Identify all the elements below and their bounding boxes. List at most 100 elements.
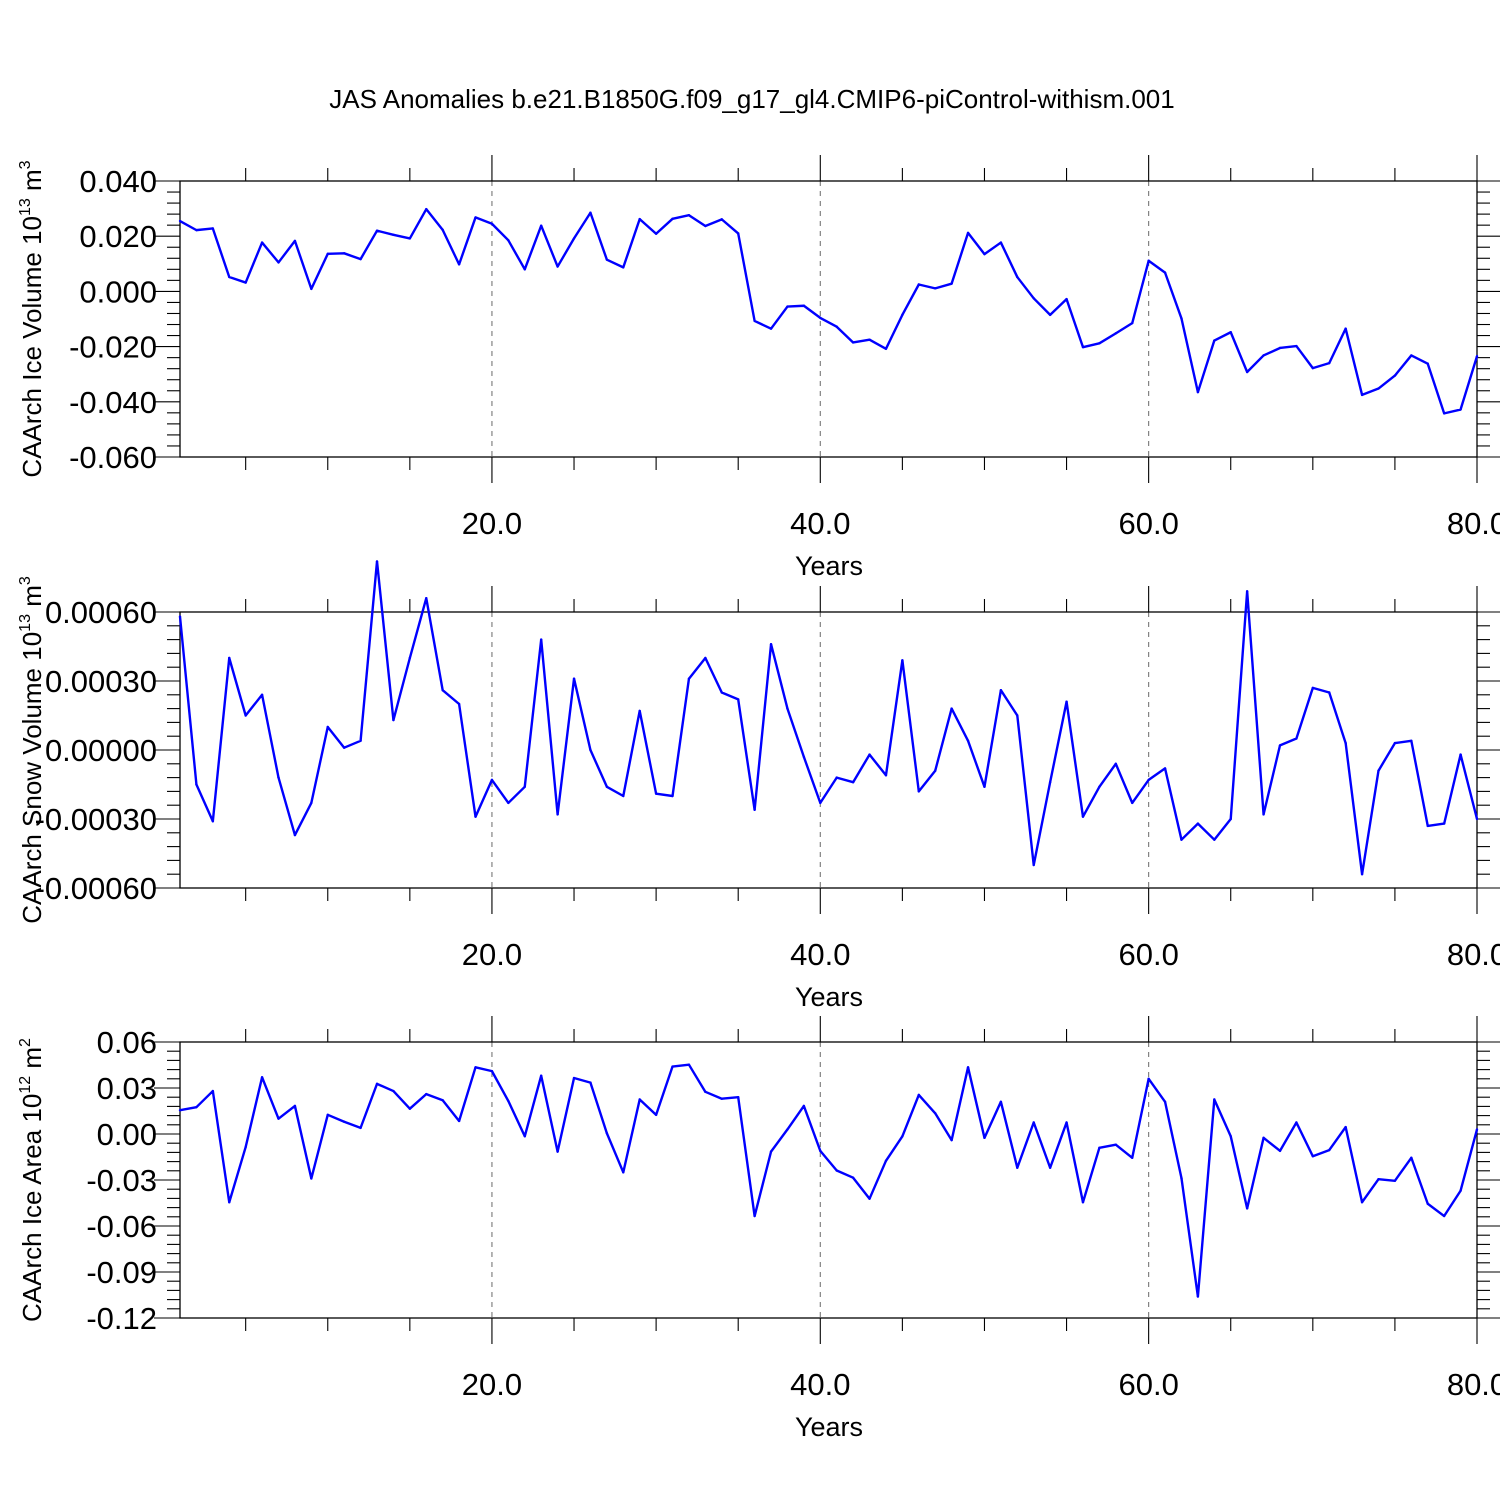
data-point (293, 1104, 297, 1108)
data-point (835, 776, 838, 779)
data-point (868, 1197, 871, 1200)
data-point (572, 677, 576, 680)
data-point (1377, 387, 1380, 390)
data-point (211, 820, 215, 823)
data-point (704, 1090, 707, 1094)
data-point (1393, 741, 1397, 745)
data-point (983, 252, 986, 256)
data-point (999, 689, 1003, 692)
data-point (1131, 321, 1134, 325)
data-point (1114, 332, 1118, 335)
x-tick-label: 40.0 (790, 1367, 850, 1402)
data-point (589, 1081, 592, 1084)
data-point (539, 1074, 543, 1077)
plot-frame (179, 1041, 1478, 1319)
y-tick-label: 0.06 (97, 1025, 157, 1060)
data-point (342, 1120, 346, 1123)
y-tick-label: 0.00 (97, 1117, 157, 1152)
data-point (1410, 739, 1413, 742)
data-point (917, 283, 920, 286)
data-point (244, 1145, 247, 1149)
data-point (1278, 744, 1282, 747)
x-axis-label: Years (795, 551, 863, 581)
y-axis-label-unit-exponent: 3 (17, 576, 34, 585)
data-point (901, 313, 904, 317)
data-point (277, 261, 280, 264)
data-point (1311, 686, 1315, 690)
data-point (359, 257, 362, 261)
data-point (605, 785, 609, 788)
data-point (1377, 769, 1380, 772)
data-point (737, 232, 740, 235)
data-point (326, 252, 329, 256)
data-point (441, 228, 444, 232)
data-point (1377, 1178, 1380, 1181)
data-point (851, 341, 855, 344)
data-point (178, 219, 182, 223)
data-point (1311, 366, 1315, 370)
data-point (1360, 1201, 1364, 1204)
data-point (375, 1082, 379, 1086)
data-point (457, 702, 461, 706)
data-point (1114, 762, 1118, 765)
data-point (293, 239, 297, 243)
data-point (1459, 408, 1462, 411)
data-point (884, 774, 888, 777)
data-point (1245, 1207, 1249, 1210)
data-point (1065, 297, 1068, 301)
data-point (342, 746, 346, 749)
data-point (654, 1113, 658, 1117)
data-point (1295, 1121, 1298, 1124)
data-point (999, 241, 1003, 244)
data-point (359, 739, 362, 742)
data-point (1475, 355, 1479, 358)
data-point (1081, 815, 1085, 818)
data-point (1180, 317, 1183, 320)
data-point (1032, 297, 1035, 300)
data-point (1360, 393, 1364, 397)
y-tick-label: -0.060 (69, 440, 157, 475)
data-point (1245, 370, 1249, 374)
data-point (392, 1089, 395, 1093)
data-point (490, 222, 494, 225)
data-point (1229, 817, 1232, 821)
panel-snow-volume: -0.00060 -0.00030 0.00000 0.00030 0.00060 20.… (17, 560, 1500, 1012)
data-point (1295, 344, 1298, 348)
x-tick-label: 20.0 (462, 1367, 522, 1402)
series-line (179, 207, 1479, 415)
data-point (1459, 753, 1462, 756)
data-point (342, 252, 346, 255)
data-point (622, 1171, 625, 1174)
data-point (326, 725, 329, 729)
data-point (1295, 737, 1298, 740)
data-point (753, 319, 756, 323)
data-point (1442, 412, 1446, 415)
data-point (589, 748, 592, 752)
data-point (589, 211, 592, 214)
data-point (195, 783, 198, 786)
data-point (244, 714, 247, 717)
data-point (1065, 1121, 1068, 1124)
data-point (556, 813, 559, 816)
data-point (1213, 838, 1216, 841)
data-point (786, 1128, 789, 1131)
x-tick-label: 20.0 (462, 506, 522, 541)
data-point (1196, 822, 1200, 825)
data-point (851, 781, 855, 784)
data-point (1344, 741, 1347, 745)
data-point (1278, 346, 1282, 350)
data-point (1344, 327, 1347, 330)
data-point (441, 1099, 444, 1102)
data-point (1114, 1143, 1118, 1146)
data-point (457, 1119, 461, 1123)
data-point (293, 833, 297, 837)
x-tick-label: 80.0 (1447, 937, 1500, 972)
data-point (1196, 1295, 1200, 1298)
data-point (523, 785, 526, 788)
data-point (1065, 700, 1068, 703)
data-point (244, 281, 247, 284)
data-point (572, 1076, 576, 1080)
data-point (753, 1214, 756, 1218)
data-point (1081, 345, 1085, 349)
